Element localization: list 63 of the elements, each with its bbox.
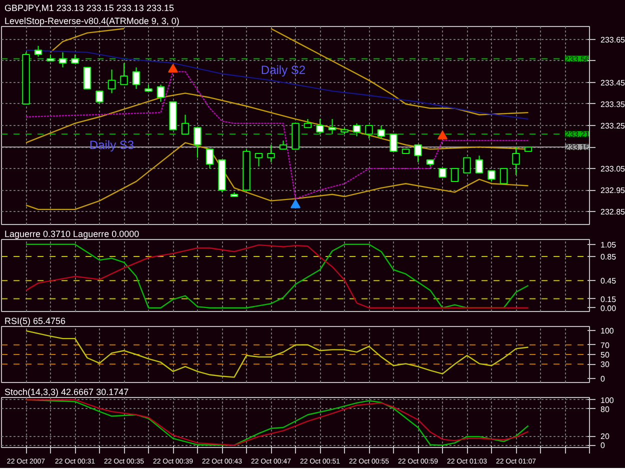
candlestick [488, 170, 496, 182]
candlestick [377, 125, 386, 139]
y-tick-label: 20 [600, 432, 610, 442]
candlestick [206, 148, 214, 170]
line-series [25, 399, 529, 446]
y-tick-label: 50 [600, 350, 610, 360]
point [438, 130, 448, 140]
candlestick [365, 125, 373, 139]
y-tick-label: 0.15 [600, 294, 617, 304]
y-tick-label: 0.00 [600, 304, 617, 313]
y-tick-label: 232.85 [600, 208, 625, 217]
candlestick [34, 45, 42, 58]
candlestick [463, 157, 471, 174]
line-series [25, 330, 529, 378]
chart-title: Stoch(14,3,3) 42.6667 30.1747 [4, 387, 129, 397]
y-tick-label: 30 [600, 360, 610, 370]
y-tick-label: 80 [600, 404, 610, 414]
candlestick [328, 118, 336, 135]
y-tick-label: 70 [600, 340, 610, 350]
y-tick-label: 0.45 [600, 276, 617, 286]
y-tick-label: 1.05 [600, 240, 617, 250]
y-tick-label: 0 [600, 374, 606, 384]
candlestick [120, 62, 128, 86]
candlestick [156, 84, 165, 102]
ref-line-label: 233.21 [565, 130, 590, 140]
point [290, 199, 300, 208]
candlestick [450, 168, 459, 182]
ref-line-label: 233.56 [565, 54, 590, 64]
candlestick [352, 122, 361, 137]
y-tick-label: 232.95 [600, 186, 625, 196]
line-series [25, 50, 529, 120]
candlestick [475, 155, 484, 174]
point [168, 64, 178, 73]
y-tick-label: 233.65 [600, 35, 625, 44]
candlestick [181, 114, 190, 135]
y-tick-label: 100 [600, 326, 614, 336]
y-tick-label: 100 [600, 396, 614, 405]
ref-line-label: 233.15 [565, 143, 590, 152]
candlestick [108, 69, 116, 94]
candlestick [390, 134, 398, 152]
candlestick [254, 152, 263, 167]
y-tick-label: 233.05 [600, 164, 625, 174]
chart-title: GBPJPY,M1 233.13 233.15 233.13 233.15 [4, 3, 174, 13]
chart-title: RSI(5) 65.4756 [4, 316, 66, 326]
candlestick [96, 90, 104, 104]
candlestick [194, 127, 202, 158]
candlestick [58, 52, 67, 68]
y-tick-label: 233.25 [600, 122, 625, 130]
y-tick-label: 233.35 [600, 100, 625, 109]
chart-title: Laguerre 0.3710 Laguerre 0.0000 [4, 229, 140, 239]
candlestick [267, 144, 275, 163]
candlestick [500, 168, 508, 184]
y-tick-label: 0 [600, 441, 606, 450]
candlestick [414, 144, 422, 163]
y-tick-label: 0.85 [600, 252, 617, 262]
candlestick [132, 66, 140, 90]
candlestick [83, 66, 92, 90]
chart-subtitle: LevelStop-Reverse-v80.4(ATRMode 9, 3, 0) [4, 16, 180, 26]
annotation: Daily S2 [260, 62, 306, 77]
candlestick [316, 118, 324, 135]
y-tick-label: 233.45 [600, 78, 625, 88]
candlestick [512, 146, 520, 176]
line-series [25, 142, 529, 210]
